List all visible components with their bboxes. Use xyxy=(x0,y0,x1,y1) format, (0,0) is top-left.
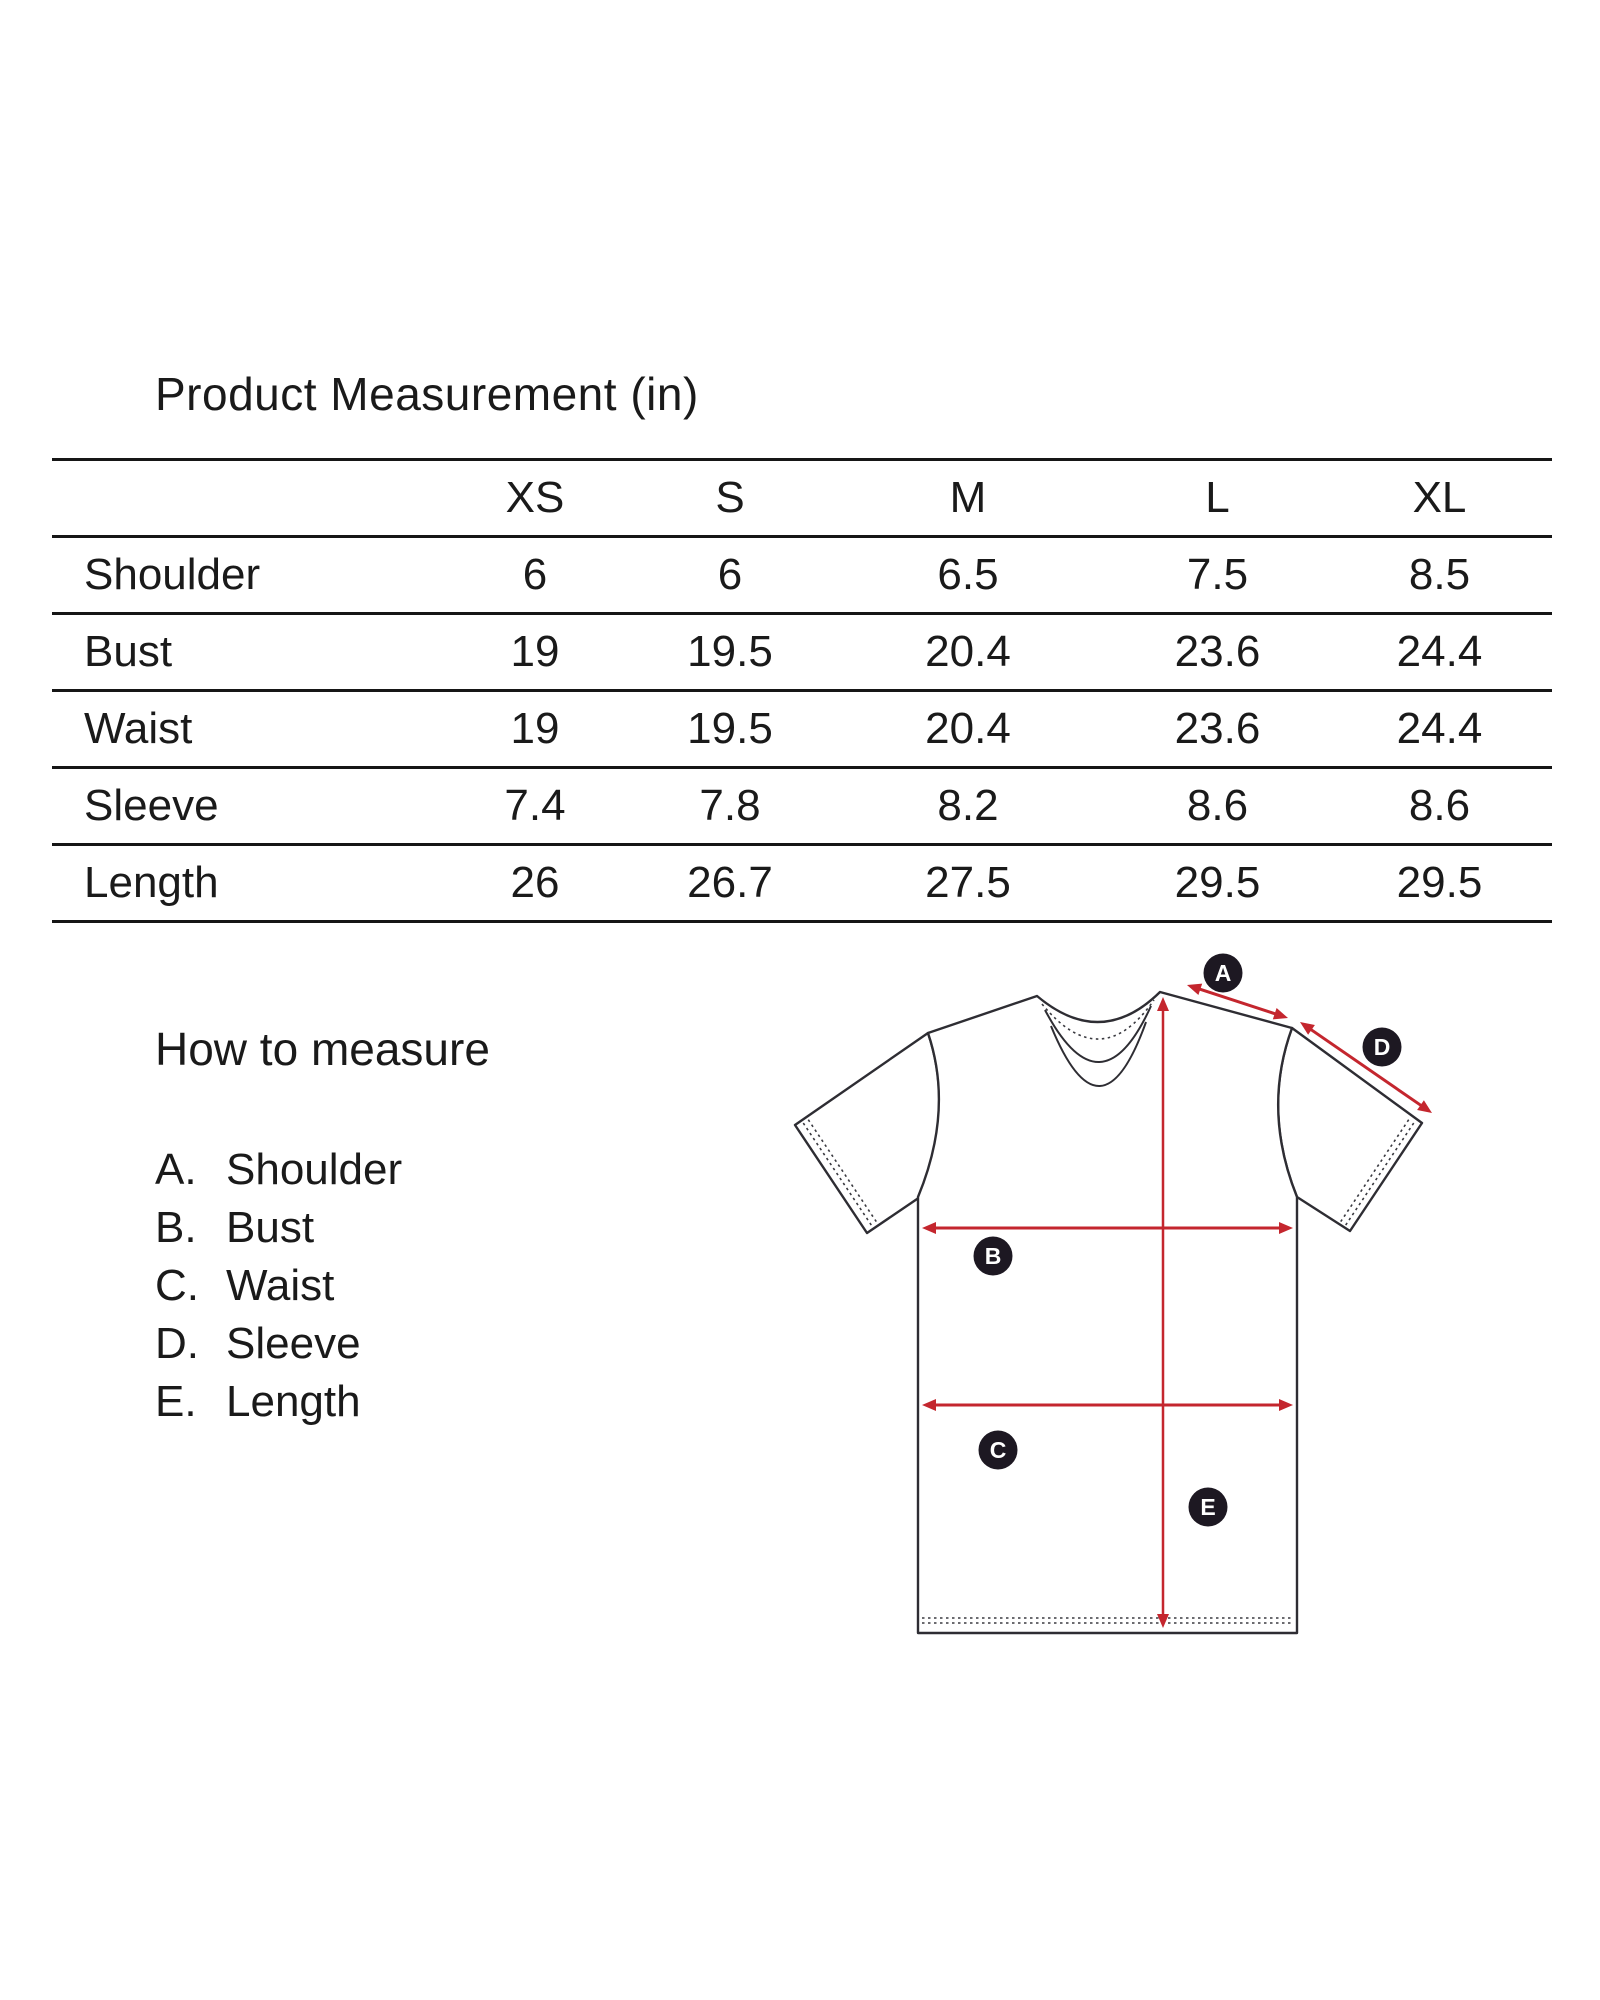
tshirt-measurement-diagram: A D B C E xyxy=(793,953,1432,1635)
badge-letter-sleeve: D xyxy=(1374,1034,1391,1060)
bust-arrowhead xyxy=(922,1222,936,1234)
cell-value: 27.5 xyxy=(925,858,1011,907)
collar-stitch xyxy=(1041,999,1155,1040)
cell-value: 20.4 xyxy=(925,627,1011,676)
cell-value: 19.5 xyxy=(687,704,773,753)
column-header-xs: XS xyxy=(505,473,565,522)
list-item-shoulder: A. Shoulder xyxy=(155,1141,402,1199)
sleeve-measure-line xyxy=(1309,1027,1423,1108)
cell-value: 20.4 xyxy=(925,704,1011,753)
length-arrowhead xyxy=(1157,1614,1169,1628)
badge-circle-shoulder xyxy=(1203,953,1243,993)
cell-value: 6 xyxy=(717,550,743,599)
cell-value: 8.6 xyxy=(1186,781,1249,830)
item-label: Bust xyxy=(226,1203,315,1252)
product-measurement-table: XS S M L XL Shoulder 6 6 6.5 7.5 8.5 Bus… xyxy=(52,458,1552,923)
cell-value: 8.5 xyxy=(1408,550,1471,599)
table-row-bust: Bust 19 19.5 20.4 23.6 24.4 xyxy=(52,612,1552,689)
item-label: Length xyxy=(226,1377,361,1426)
row-label: Shoulder xyxy=(84,550,261,599)
left-sleeve-hem-stitch xyxy=(807,1119,878,1224)
collar-band xyxy=(1044,1005,1152,1063)
cell-value: 23.6 xyxy=(1174,704,1261,753)
right-sleeve-hem-stitch xyxy=(1344,1122,1415,1227)
badge-letter-bust: B xyxy=(985,1243,1002,1269)
badge-circle-bust xyxy=(973,1236,1013,1276)
table-row-waist: Waist 19 19.5 20.4 23.6 24.4 xyxy=(52,689,1552,766)
right-sleeve-hem-stitch xyxy=(1339,1119,1410,1224)
item-label: Waist xyxy=(226,1261,335,1310)
shoulder-arrowhead xyxy=(1187,983,1203,995)
page-title: Product Measurement (in) xyxy=(155,368,699,420)
stitching-lines xyxy=(802,999,1415,1624)
how-to-measure-heading: How to measure xyxy=(155,1023,490,1075)
item-label: Sleeve xyxy=(226,1319,361,1368)
cell-value: 8.6 xyxy=(1408,781,1471,830)
bust-arrowhead xyxy=(1279,1222,1293,1234)
item-letter: D. xyxy=(155,1319,199,1368)
table-row-length: Length 26 26.7 27.5 29.5 29.5 xyxy=(52,843,1552,920)
cell-value: 26 xyxy=(510,858,560,907)
row-label: Waist xyxy=(84,704,193,753)
left-sleeve-hem-stitch xyxy=(802,1122,873,1227)
measurement-arrows xyxy=(934,987,1423,1616)
sleeve-arrowhead xyxy=(1300,1022,1315,1035)
badge-letter-shoulder: A xyxy=(1215,960,1232,986)
badge-circle-length xyxy=(1188,1487,1228,1527)
item-letter: A. xyxy=(155,1145,197,1194)
row-label: Sleeve xyxy=(84,781,219,830)
column-header-l: L xyxy=(1205,473,1230,522)
cell-value: 24.4 xyxy=(1396,704,1483,753)
column-header-m: M xyxy=(949,473,987,522)
list-item-bust: B. Bust xyxy=(155,1199,402,1257)
waist-arrowhead xyxy=(922,1399,936,1411)
cell-value: 19.5 xyxy=(687,627,773,676)
right-sleeve xyxy=(1277,1026,1424,1233)
cell-value: 7.4 xyxy=(504,781,566,830)
badge-circle-sleeve xyxy=(1362,1027,1402,1067)
row-label: Bust xyxy=(84,627,173,676)
cell-value: 7.5 xyxy=(1186,550,1249,599)
cell-value: 6.5 xyxy=(937,550,999,599)
sleeve-arrowhead xyxy=(1417,1100,1432,1113)
how-to-measure-list: A. Shoulder B. Bust C. Waist D. Sleeve E… xyxy=(155,1141,402,1431)
list-item-length: E. Length xyxy=(155,1373,402,1431)
badge-letter-waist: C xyxy=(990,1437,1007,1463)
marker-badges: A D B C E xyxy=(973,953,1402,1527)
badge-circle-waist xyxy=(978,1430,1018,1470)
list-item-waist: C. Waist xyxy=(155,1257,402,1315)
tshirt-body xyxy=(916,990,1299,1635)
cell-value: 7.8 xyxy=(699,781,761,830)
cell-value: 19 xyxy=(510,704,560,753)
collar-front-seam xyxy=(1050,1021,1147,1087)
cell-value: 29.5 xyxy=(1174,858,1261,907)
cell-value: 23.6 xyxy=(1174,627,1261,676)
list-item-sleeve: D. Sleeve xyxy=(155,1315,402,1373)
item-letter: C. xyxy=(155,1261,199,1310)
table-header-row: XS S M L XL xyxy=(52,458,1552,535)
badge-letter-length: E xyxy=(1200,1494,1215,1520)
cell-value: 6 xyxy=(522,550,548,599)
table-row-shoulder: Shoulder 6 6 6.5 7.5 8.5 xyxy=(52,535,1552,612)
cell-value: 29.5 xyxy=(1396,858,1483,907)
shoulder-arrowhead xyxy=(1272,1008,1288,1020)
row-label: Length xyxy=(84,858,219,907)
item-label: Shoulder xyxy=(226,1145,403,1194)
item-letter: B. xyxy=(155,1203,197,1252)
shoulder-measure-line xyxy=(1197,987,1278,1016)
table-row-sleeve: Sleeve 7.4 7.8 8.2 8.6 8.6 xyxy=(52,766,1552,843)
cell-value: 8.2 xyxy=(937,781,999,830)
cell-value: 26.7 xyxy=(687,858,773,907)
arrowheads xyxy=(922,983,1432,1628)
cell-value: 24.4 xyxy=(1396,627,1483,676)
column-header-xl: XL xyxy=(1412,473,1467,522)
cell-value: 19 xyxy=(510,627,560,676)
tshirt-outline xyxy=(793,990,1424,1635)
item-letter: E. xyxy=(155,1377,197,1426)
length-arrowhead xyxy=(1157,997,1169,1011)
column-header-s: S xyxy=(715,473,745,522)
waist-arrowhead xyxy=(1279,1399,1293,1411)
